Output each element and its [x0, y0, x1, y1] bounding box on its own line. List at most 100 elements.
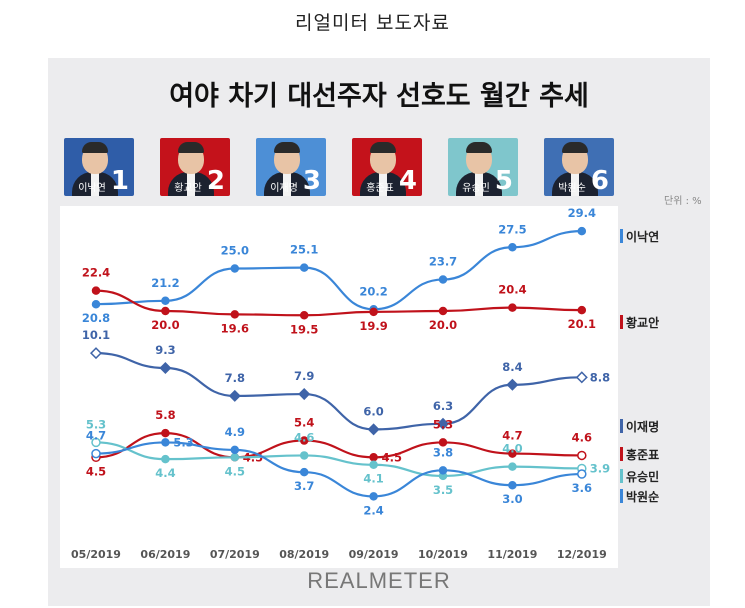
- data-label: 4.0: [502, 442, 522, 456]
- data-point: [438, 438, 448, 447]
- data-point: [89, 347, 103, 360]
- candidate-number: 4: [398, 166, 417, 196]
- data-point: [508, 462, 517, 471]
- data-point: [161, 454, 170, 464]
- data-label: 7.9: [294, 369, 314, 383]
- series-line: [95, 352, 582, 431]
- legend-swatch: [620, 419, 623, 433]
- data-label: 5.8: [155, 408, 175, 422]
- unit-label: 단위 : %: [664, 196, 702, 207]
- data-point: [299, 436, 309, 445]
- data-label: 4.5: [225, 464, 245, 478]
- data-label: 5.3: [433, 417, 453, 431]
- data-point: [161, 306, 170, 316]
- candidate-name: 이재명: [270, 183, 298, 194]
- data-label: 20.2: [359, 284, 387, 298]
- data-label: 20.1: [568, 317, 596, 331]
- series-3: 10.1 9.3 7.8 7.9 6.0 6.3 8.4 8.8: [82, 328, 610, 436]
- candidate-card-3: 이재명 3: [256, 138, 326, 196]
- legend-label: 황교안: [626, 316, 660, 330]
- portrait-shirt: [91, 172, 99, 196]
- data-label: 27.5: [498, 222, 526, 236]
- data-label: 21.2: [151, 276, 179, 290]
- data-label: 20.8: [82, 311, 110, 325]
- candidate-name: 유승민: [462, 183, 490, 194]
- data-point: [575, 371, 588, 384]
- candidate-name: 박원순: [558, 183, 586, 194]
- x-tick-label: 07/2019: [210, 548, 260, 561]
- data-label: 19.6: [221, 321, 249, 335]
- data-label: 2.4: [363, 503, 383, 517]
- data-label: 5.4: [294, 416, 314, 430]
- data-label: 9.3: [155, 343, 175, 357]
- data-label: 8.4: [502, 360, 522, 374]
- candidate-number: 3: [302, 166, 321, 196]
- data-label: 3.7: [294, 479, 314, 493]
- data-point: [577, 305, 587, 315]
- realmeter-logo: REALMETER: [307, 568, 451, 593]
- data-label: 5.3: [86, 417, 106, 431]
- series-2: 22.4 20.0 19.6 19.5 19.9 20.0 20.4 20.1: [82, 266, 596, 337]
- data-label: 10.1: [82, 328, 110, 342]
- portrait-hair: [82, 142, 108, 153]
- data-point: [298, 388, 311, 401]
- data-label: 3.8: [433, 445, 453, 459]
- data-label: 19.5: [290, 322, 318, 336]
- legend-item: 유승민: [620, 468, 660, 485]
- data-point: [438, 275, 448, 284]
- x-tick-label: 06/2019: [140, 548, 190, 561]
- data-point: [161, 296, 170, 306]
- data-point: [508, 449, 517, 458]
- data-label: 4.6: [294, 430, 314, 444]
- candidate-card-4: 홍준표 4: [352, 138, 422, 196]
- portrait-shirt: [571, 172, 579, 196]
- data-label: 3.9: [590, 461, 610, 475]
- legend-swatch: [620, 447, 623, 461]
- portrait-hair: [370, 142, 396, 153]
- legend-label: 유승민: [626, 470, 660, 484]
- data-label: 3.6: [572, 481, 592, 495]
- x-tick-label: 09/2019: [349, 548, 399, 561]
- data-label: 25.1: [290, 243, 318, 257]
- data-label: 29.4: [568, 206, 596, 220]
- data-point: [577, 226, 587, 236]
- data-point: [299, 311, 309, 320]
- data-point: [91, 437, 101, 448]
- data-point: [436, 417, 450, 430]
- candidate-number: 5: [494, 166, 513, 196]
- candidate-name: 이낙연: [78, 183, 106, 194]
- legend-item: 이재명: [620, 418, 659, 435]
- data-point: [438, 306, 448, 316]
- data-label: 19.9: [359, 319, 387, 333]
- data-point: [367, 423, 380, 436]
- data-label: 7.8: [225, 371, 245, 385]
- data-label: 4.5: [86, 464, 106, 478]
- data-point: [230, 264, 240, 273]
- series-line: [95, 441, 582, 498]
- data-label: 3.0: [502, 492, 522, 506]
- data-label: 20.0: [429, 318, 457, 332]
- chart-title: 여야 차기 대선주자 선호도 월간 추세: [169, 81, 589, 112]
- candidate-card-6: 박원순 6: [544, 138, 614, 196]
- portrait-shirt: [475, 172, 483, 196]
- data-label: 8.8: [590, 370, 610, 384]
- data-point: [299, 451, 309, 460]
- candidate-name: 홍준표: [366, 183, 394, 194]
- series-6: 4.7 5.3 4.9 3.7 2.4 3.8 3.0 3.6: [86, 425, 592, 518]
- data-label: 4.7: [502, 429, 522, 443]
- legend-swatch: [620, 469, 623, 483]
- data-point: [369, 492, 378, 501]
- legend-label: 이낙연: [626, 230, 660, 244]
- data-point: [299, 263, 309, 272]
- data-label: 25.0: [221, 244, 249, 258]
- series-1: 20.8 21.2 25.0 25.1 20.2 23.7 27.5 29.4: [82, 206, 596, 325]
- data-point: [508, 303, 517, 312]
- legend-label: 홍준표: [626, 448, 660, 462]
- x-tick-label: 12/2019: [557, 548, 607, 561]
- data-point: [508, 480, 517, 490]
- x-tick-label: 10/2019: [418, 548, 468, 561]
- line-chart: 20.8 21.2 25.0 25.1 20.2 23.7 27.5 29.4 22.4 20.0…: [71, 206, 610, 561]
- portrait-shirt: [283, 172, 291, 196]
- data-label: 4.6: [572, 430, 592, 444]
- legend-item: 황교안: [620, 314, 660, 331]
